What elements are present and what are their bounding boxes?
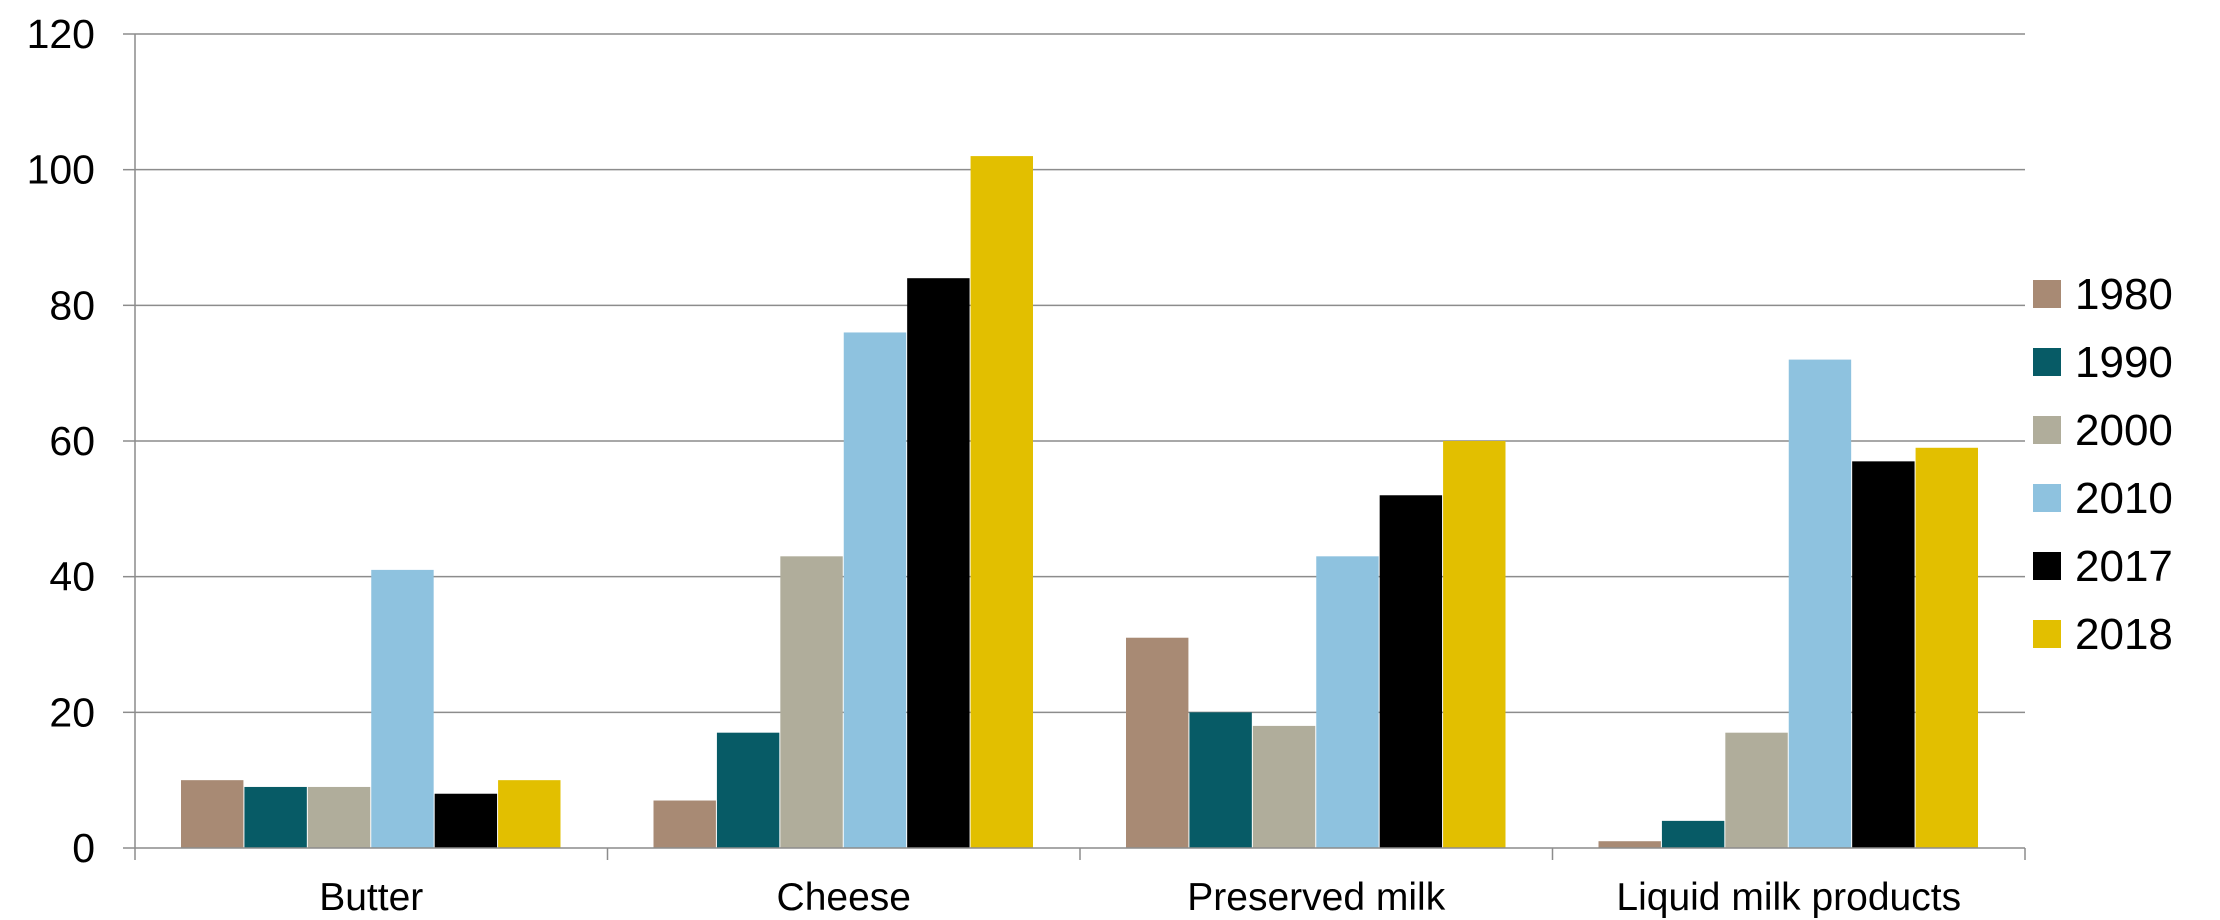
legend-swatch [2033, 280, 2061, 308]
x-category-label: Cheese [777, 876, 911, 919]
bar-2017-cheese [907, 278, 970, 848]
bar-2010-preserved-milk [1316, 556, 1379, 848]
bar-2000-preserved-milk [1252, 725, 1316, 848]
x-category-label: Preserved milk [1187, 876, 1445, 919]
legend-swatch [2033, 416, 2061, 444]
bar-2017-butter [434, 793, 498, 848]
x-category-label: Liquid milk products [1616, 876, 1961, 919]
legend: 1980 1990 2000 2010 2017 2018 [2033, 270, 2173, 659]
bar-1990-cheese [716, 732, 780, 848]
bars [181, 156, 1978, 849]
y-tick-label: 120 [27, 11, 95, 57]
legend-label: 2000 [2075, 406, 2173, 455]
bar-1990-liquid-milk-products [1661, 820, 1725, 848]
gridlines [135, 33, 2025, 714]
bar-1980-liquid-milk-products [1598, 841, 1661, 848]
y-tick-label: 0 [72, 825, 95, 871]
bar-2000-butter [307, 786, 371, 848]
legend-swatch [2033, 552, 2061, 580]
legend-swatch [2033, 348, 2061, 376]
bar-2000-cheese [780, 556, 843, 848]
bar-1980-preserved-milk [1126, 637, 1189, 848]
bar-2010-liquid-milk-products [1788, 359, 1852, 848]
bar-1990-butter [244, 786, 307, 848]
y-tick-label: 20 [49, 689, 95, 735]
legend-label: 1980 [2075, 270, 2173, 319]
bar-2018-liquid-milk-products [1915, 447, 1978, 848]
bar-2018-cheese [970, 156, 1033, 849]
bar-2018-butter [498, 780, 561, 848]
x-category-label: Butter [319, 876, 423, 919]
bar-2010-butter [371, 569, 434, 848]
legend-label: 2017 [2075, 542, 2173, 591]
y-tick-label: 80 [49, 282, 95, 328]
bar-1980-butter [181, 780, 244, 848]
legend-swatch [2033, 484, 2061, 512]
y-tick-label: 100 [27, 147, 95, 193]
y-tick-label: 60 [49, 418, 95, 464]
bar-2010-cheese [843, 332, 907, 848]
bar-1990-preserved-milk [1189, 712, 1252, 848]
bar-2017-preserved-milk [1379, 495, 1443, 848]
legend-label: 2018 [2075, 610, 2173, 659]
axes: 0 20 40 60 80 100 120 Butter Cheese Preserved mil… [27, 11, 2026, 919]
legend-label: 2010 [2075, 474, 2173, 523]
y-tick-label: 40 [49, 554, 95, 600]
bar-1980-cheese [653, 800, 716, 848]
bar-2017-liquid-milk-products [1852, 461, 1915, 848]
legend-swatch [2033, 620, 2061, 648]
legend-label: 1990 [2075, 338, 2173, 387]
bar-2018-preserved-milk [1443, 441, 1506, 848]
bar-2000-liquid-milk-products [1725, 732, 1788, 848]
